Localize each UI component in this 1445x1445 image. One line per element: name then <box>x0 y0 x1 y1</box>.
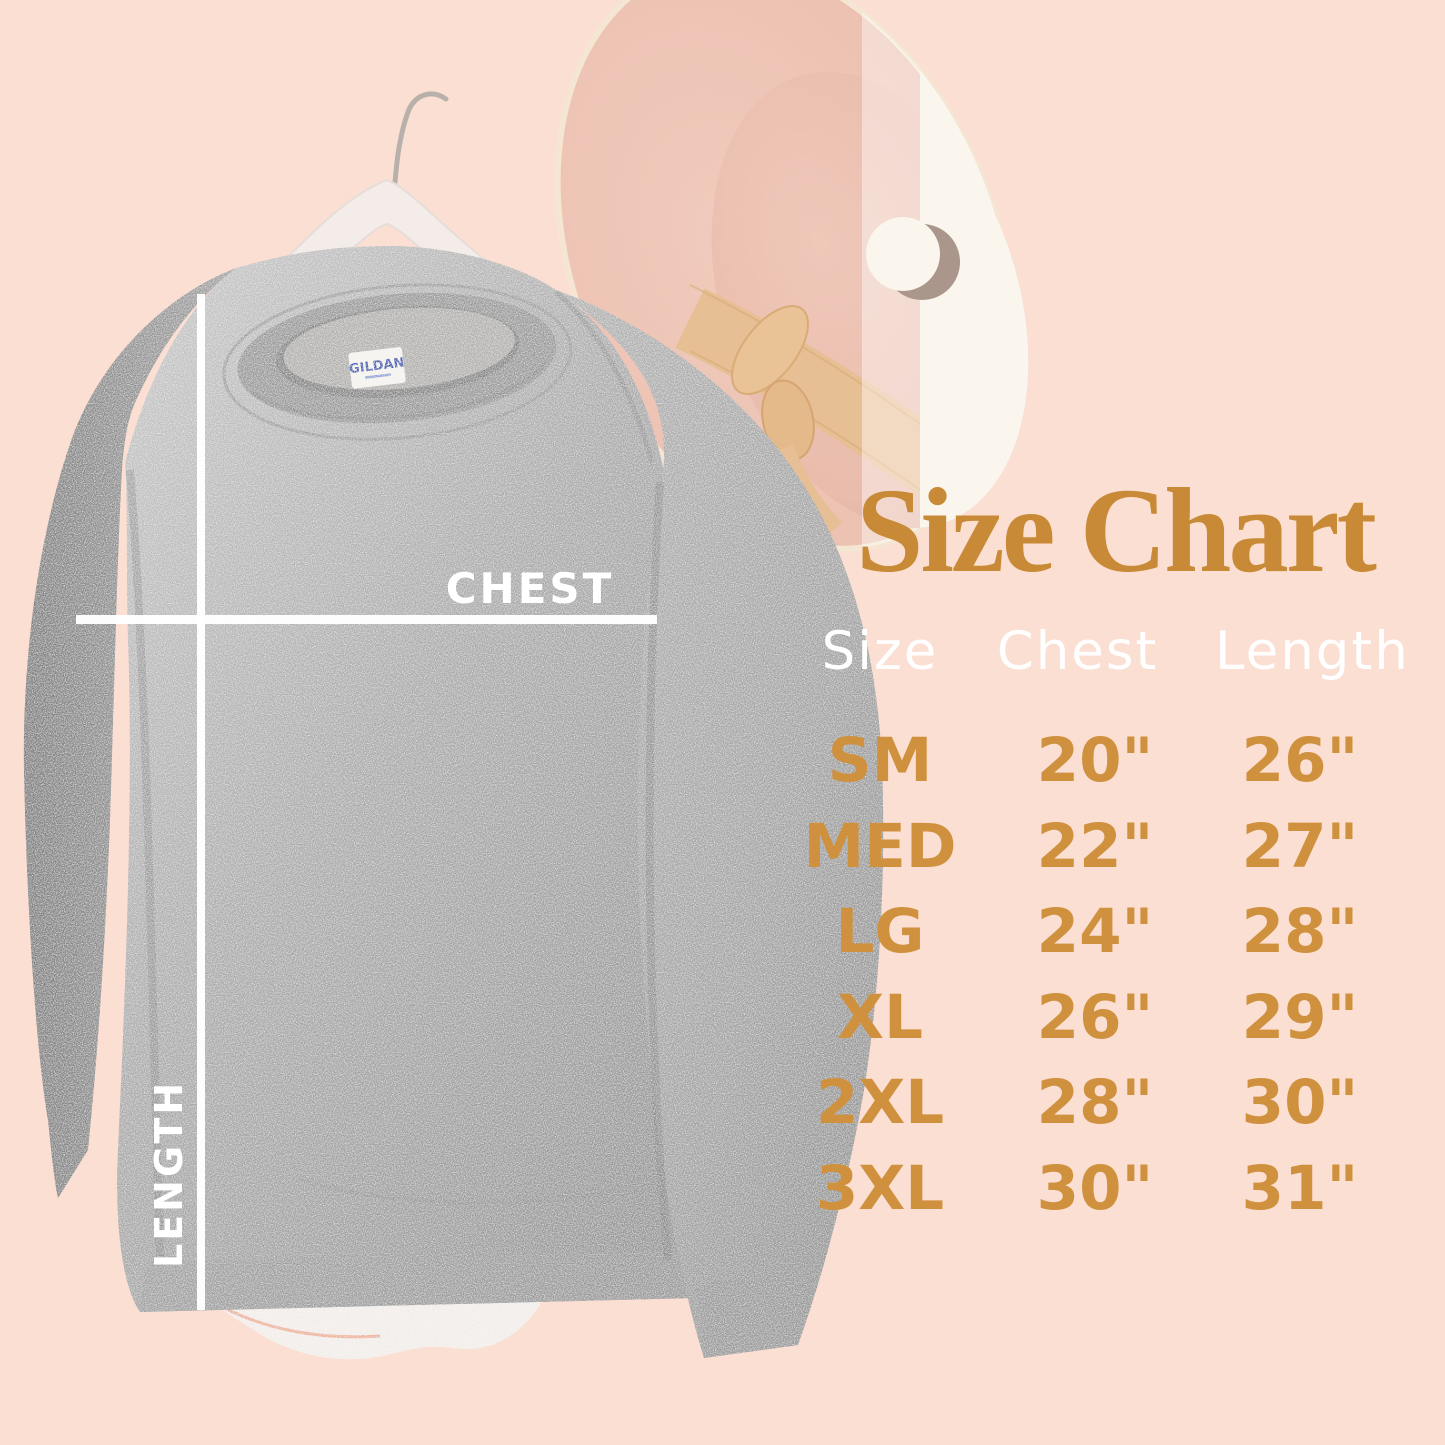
chest-cell: 28" <box>1036 1067 1154 1138</box>
table-row: LG 24" 28" <box>790 897 1420 969</box>
left-sleeve <box>23 268 236 1198</box>
measurement-lines <box>76 294 657 1310</box>
length-cell: 26" <box>1241 725 1359 796</box>
chest-cell: 30" <box>1036 1152 1154 1224</box>
table-row: MED 22" 27" <box>790 810 1420 884</box>
table-row: 2XL 28" 30" <box>790 1068 1420 1140</box>
length-measure-label: LENGTH <box>147 1079 191 1268</box>
brand-tag-text: GILDAN <box>348 356 405 378</box>
right-cuff <box>696 1270 806 1358</box>
right-sleeve <box>556 290 884 1358</box>
chest-measure-label: CHEST <box>445 564 615 613</box>
length-cell: 29" <box>1241 981 1359 1053</box>
column-header-length: Length <box>1215 621 1410 682</box>
length-cell: 27" <box>1241 810 1359 882</box>
length-cell: 31" <box>1241 1152 1359 1224</box>
table-row: SM 20" 26" <box>790 726 1420 798</box>
size-table-rows: SM 20" 26" MED 22" 27" LG 24" 28" XL 26" 29" 2XL 28" 3… <box>790 0 1420 1445</box>
brand-tag: GILDAN <box>348 347 406 389</box>
chest-cell: 20" <box>1036 725 1154 796</box>
table-row: 3XL 30" 31" <box>790 1152 1420 1226</box>
size-cell: MED <box>803 810 957 882</box>
sweatshirt: GILDAN <box>23 246 884 1360</box>
hem-band <box>140 1250 696 1312</box>
size-table-header: Size Chest Length <box>790 622 1420 684</box>
length-cell: 28" <box>1241 896 1359 967</box>
column-header-size: Size <box>821 621 939 682</box>
size-cell: SM <box>827 725 933 796</box>
hanger-hook-wire <box>392 91 449 185</box>
chest-cell: 26" <box>1036 981 1154 1053</box>
length-cell: 30" <box>1241 1067 1359 1138</box>
length-line <box>197 294 205 1310</box>
size-cell: 3XL <box>815 1152 945 1224</box>
size-chart-title: Size Chart <box>856 464 1377 598</box>
chest-cell: 24" <box>1036 896 1154 967</box>
size-cell: 2XL <box>815 1067 945 1138</box>
chest-line <box>76 615 657 624</box>
column-header-chest: Chest <box>996 621 1159 682</box>
sweatshirt-body <box>117 246 696 1312</box>
size-cell: LG <box>835 896 925 967</box>
chest-cell: 22" <box>1036 810 1154 882</box>
size-cell: XL <box>837 981 923 1053</box>
table-row: XL 26" 29" <box>790 981 1420 1055</box>
